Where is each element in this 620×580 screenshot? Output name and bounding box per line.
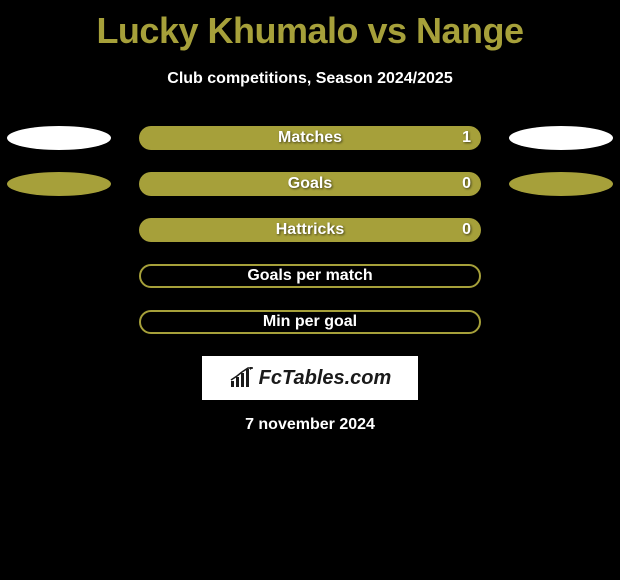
stat-value: 0 (462, 175, 471, 193)
stat-value: 1 (462, 129, 471, 147)
stat-row-matches: Matches 1 (0, 126, 620, 150)
date-text: 7 november 2024 (0, 416, 620, 434)
logo-box: FcTables.com (202, 356, 418, 400)
stat-bar: Min per goal (139, 310, 481, 334)
stat-row-hattricks: Hattricks 0 (0, 218, 620, 242)
left-oval (7, 172, 111, 196)
stat-value: 0 (462, 221, 471, 239)
page-title: Lucky Khumalo vs Nange (0, 0, 620, 52)
stat-label: Goals per match (141, 267, 479, 285)
right-oval (509, 126, 613, 150)
stat-label: Matches (139, 129, 481, 147)
stat-bar: Matches 1 (139, 126, 481, 150)
stat-label: Hattricks (139, 221, 481, 239)
page-subtitle: Club competitions, Season 2024/2025 (0, 70, 620, 88)
stat-row-min-per-goal: Min per goal (0, 310, 620, 334)
stat-bar: Goals per match (139, 264, 481, 288)
stat-row-goals-per-match: Goals per match (0, 264, 620, 288)
stat-row-goals: Goals 0 (0, 172, 620, 196)
right-oval (509, 172, 613, 196)
left-oval (7, 126, 111, 150)
stats-container: Matches 1 Goals 0 Hattricks 0 Goals per … (0, 126, 620, 334)
stat-bar: Hattricks 0 (139, 218, 481, 242)
stat-label: Goals (139, 175, 481, 193)
logo-text: FcTables.com (259, 367, 392, 390)
chart-icon (229, 367, 255, 389)
stat-bar: Goals 0 (139, 172, 481, 196)
stat-label: Min per goal (141, 313, 479, 331)
